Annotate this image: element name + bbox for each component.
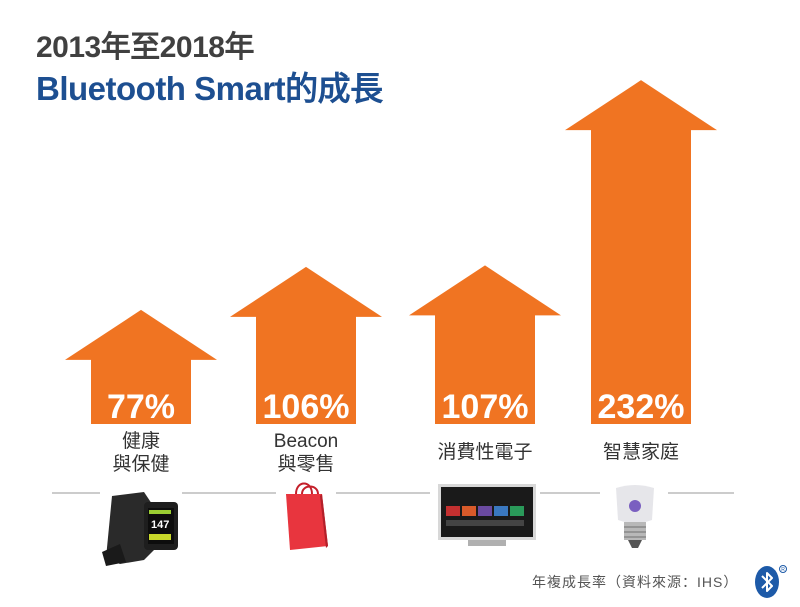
value-label-1: 77% [107, 388, 175, 426]
smart-bulb-icon [612, 484, 658, 555]
television-icon [438, 484, 538, 553]
category-label-1: 健康 與保健 [66, 430, 216, 476]
category-label-line2: 與保健 [112, 454, 170, 475]
smartwatch-icon: 147 [100, 488, 180, 571]
source-note: 年複成長率（資料來源：IHS） [532, 574, 739, 590]
svg-text:R: R [781, 567, 785, 573]
title-line-1: 2013年至2018年 [36, 31, 254, 64]
title-line-2: Bluetooth Smart的成長 [36, 70, 383, 107]
arrow-bar-4 [565, 80, 717, 425]
value-label-4: 232% [598, 388, 685, 426]
arrow-bar-1 [65, 309, 217, 424]
category-label-line2: 與零售 [277, 454, 335, 475]
category-label-4: 智慧家庭 [566, 441, 716, 464]
category-label-3: 消費性電子 [410, 441, 560, 464]
arrow-bar-2 [230, 266, 382, 424]
arrow-bar-3 [409, 265, 561, 424]
shopping-bag-icon [282, 480, 332, 557]
bluetooth-logo-icon: R [752, 564, 792, 605]
category-label-line1: 健康 [121, 431, 160, 452]
category-label-line1: 消費性電子 [437, 442, 533, 463]
category-label-line1: 智慧家庭 [602, 442, 679, 463]
category-label-2: Beacon 與零售 [231, 430, 381, 476]
value-label-2: 106% [263, 388, 350, 426]
arrow-bars: 77% 106% 107% 232% [65, 80, 717, 426]
svg-text:147: 147 [151, 519, 169, 531]
value-label-3: 107% [442, 388, 529, 426]
category-label-line1: Beacon [273, 431, 339, 452]
